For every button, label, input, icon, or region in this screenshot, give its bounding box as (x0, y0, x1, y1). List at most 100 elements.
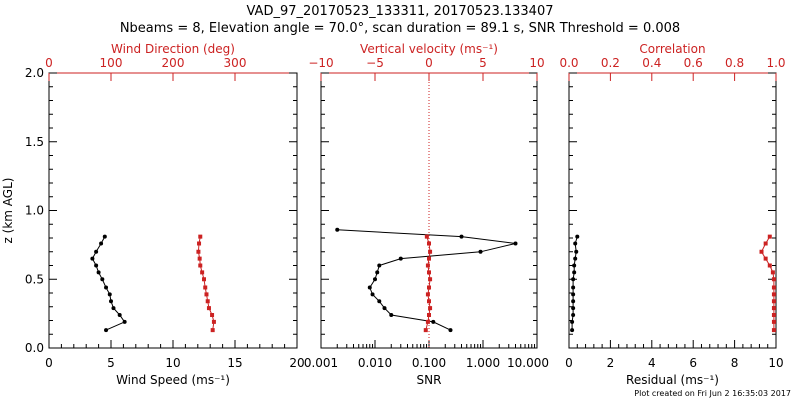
data-point (205, 299, 210, 304)
x-tick-label: 10 (768, 356, 783, 370)
plot-created-footer: Plot created on Fri Jun 2 16:35:03 2017 (634, 389, 791, 398)
x-tick-label: 2 (607, 356, 615, 370)
data-point (111, 306, 116, 311)
top-x-tick-label: 200 (162, 56, 185, 70)
data-point (100, 277, 105, 282)
data-point (90, 256, 95, 261)
data-point (427, 313, 431, 317)
data-point (571, 306, 576, 311)
top-x-tick-label: 0.8 (725, 56, 744, 70)
panel-2: 0.001 0.010 0.100 1.000 10.000 −10 −5 0 5 10 SNR Ve… (304, 42, 549, 387)
data-point (425, 263, 430, 268)
data-point (428, 277, 433, 282)
data-point (367, 285, 372, 290)
top-x-tick-label: 1.0 (766, 56, 785, 70)
panel-3: 0 2 4 6 8 10 0.0 0.2 0.4 0.6 0.8 1.0 Residual (ms⁻¹)… (559, 42, 785, 387)
data-point (210, 328, 215, 333)
data-point (210, 313, 215, 317)
data-point (203, 285, 208, 290)
data-point (104, 328, 109, 333)
x-tick-label: 0.100 (412, 356, 446, 370)
data-point (571, 299, 576, 304)
data-point (767, 263, 772, 268)
data-point (478, 249, 483, 254)
data-point (571, 292, 576, 297)
x-tick-label: 20 (289, 356, 304, 370)
data-point (373, 277, 377, 282)
x-tick-label: 6 (689, 356, 697, 370)
data-point (94, 263, 99, 268)
data-point (197, 256, 202, 261)
x-tick-label: 5 (107, 356, 115, 370)
data-point (335, 227, 340, 232)
data-point (102, 234, 107, 239)
top-x-tick-label: −10 (308, 56, 333, 70)
data-point (571, 277, 576, 282)
data-point (771, 277, 776, 282)
series-line-1 (337, 229, 516, 331)
data-point (94, 249, 99, 254)
data-point (206, 306, 211, 311)
data-point (427, 270, 431, 275)
data-point (771, 285, 776, 290)
panel-frame (568, 72, 777, 349)
top-x-tick-label: −5 (366, 56, 384, 70)
x-tick-label: 10 (165, 356, 180, 370)
top-x-axis-title: Wind Direction (deg) (111, 42, 235, 56)
data-point (377, 299, 382, 304)
x-axis-title: SNR (417, 373, 442, 387)
data-point (767, 234, 772, 239)
x-tick-label: 0 (565, 356, 573, 370)
data-point (107, 292, 112, 297)
top-x-tick-label: 0.0 (559, 56, 578, 70)
data-point (204, 292, 209, 297)
data-point (570, 319, 575, 324)
x-tick-label: 0.010 (358, 356, 392, 370)
data-point (771, 299, 776, 304)
data-point (428, 249, 433, 254)
data-point (99, 241, 104, 246)
data-point (570, 328, 575, 333)
data-point (771, 292, 776, 297)
data-point (770, 270, 775, 275)
y-axis-title: z (km AGL) (1, 178, 15, 244)
y-tick-label: 1.0 (25, 204, 44, 218)
data-point (198, 234, 203, 239)
top-x-tick-label: 0.4 (642, 56, 661, 70)
x-tick-label: 0 (45, 356, 53, 370)
x-tick-label: 4 (648, 356, 656, 370)
top-x-tick-label: 10 (529, 56, 544, 70)
data-point (571, 313, 576, 317)
top-x-tick-label: 100 (100, 56, 123, 70)
top-x-tick-label: 0.2 (601, 56, 620, 70)
data-point (763, 256, 768, 261)
data-point (427, 285, 431, 290)
data-point (109, 299, 113, 304)
y-tick-label: 2.0 (25, 66, 44, 80)
data-point (574, 249, 579, 254)
data-point (573, 256, 578, 261)
data-point (573, 241, 578, 246)
data-point (425, 319, 430, 324)
y-tick-label: 0.5 (25, 272, 44, 286)
data-point (427, 241, 431, 246)
data-point (448, 328, 453, 333)
x-tick-label: 1.000 (466, 356, 500, 370)
data-point (122, 319, 127, 324)
x-tick-label: 0.001 (304, 356, 338, 370)
data-point (459, 234, 464, 239)
chart-title-line2: Nbeams = 8, Elevation angle = 70.0°, sca… (120, 21, 680, 36)
top-x-tick-label: 0.6 (684, 56, 703, 70)
top-x-axis-title: Correlation (639, 42, 705, 56)
data-point (575, 234, 580, 239)
data-point (424, 234, 429, 239)
data-point (428, 306, 433, 311)
data-point (771, 313, 776, 317)
data-point (771, 319, 776, 324)
y-tick-label: 1.5 (25, 135, 44, 149)
top-x-axis-title: Vertical velocity (ms⁻¹) (360, 42, 498, 56)
data-point (431, 319, 436, 324)
top-x-tick-label: 5 (479, 56, 487, 70)
